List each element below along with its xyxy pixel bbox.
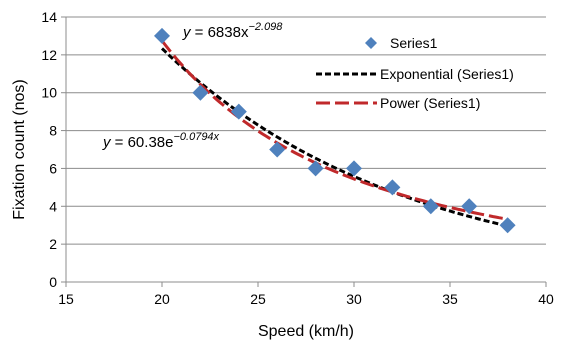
power-eq-exp: −2.098 xyxy=(248,21,283,33)
exponential-trendline xyxy=(160,47,508,228)
legend-power-label: Power (Series1) xyxy=(380,95,480,111)
data-point xyxy=(230,103,247,120)
y-tick-label-6: 6 xyxy=(49,160,57,176)
data-point xyxy=(154,27,170,44)
y-tick-label-12: 12 xyxy=(41,47,57,63)
gridlines xyxy=(66,16,546,245)
data-point xyxy=(499,217,516,234)
y-tick-label-8: 8 xyxy=(49,123,57,139)
data-point xyxy=(461,198,478,215)
data-point xyxy=(346,160,362,177)
y-tick-labels: 0 2 4 6 8 10 12 14 xyxy=(41,9,57,290)
x-tick-label-30: 30 xyxy=(346,291,362,307)
data-point xyxy=(269,141,286,158)
x-tick-labels: 15 20 25 30 35 40 xyxy=(58,291,554,307)
exp-eq-exp: −0.0794x xyxy=(173,131,219,143)
data-point xyxy=(422,198,439,215)
legend-series1-label: Series1 xyxy=(390,35,438,51)
y-tick-label-14: 14 xyxy=(41,9,57,25)
power-equation: y = 6838x−2.098 xyxy=(182,21,283,41)
y-tick-label-2: 2 xyxy=(49,236,57,252)
power-eq-lead: y xyxy=(182,24,192,41)
axes xyxy=(61,16,547,287)
x-tick-label-20: 20 xyxy=(154,291,170,307)
y-tick-label-4: 4 xyxy=(49,198,57,214)
x-tick-label-25: 25 xyxy=(250,291,266,307)
legend: Series1 Exponential (Series1) Power (Ser… xyxy=(316,35,514,111)
x-tick-label-35: 35 xyxy=(442,291,458,307)
y-tick-label-10: 10 xyxy=(41,85,57,101)
power-trendline xyxy=(160,39,508,221)
y-axis-label: Fixation count (nos) xyxy=(11,79,28,220)
legend-exponential-label: Exponential (Series1) xyxy=(380,66,514,82)
x-axis-label: Speed (km/h) xyxy=(258,323,354,340)
data-point xyxy=(307,160,324,177)
trendlines xyxy=(160,39,508,228)
x-tick-label-40: 40 xyxy=(538,291,554,307)
data-point xyxy=(384,179,401,196)
exponential-equation: y = 60.38e−0.0794x xyxy=(102,131,220,151)
legend-series1-marker xyxy=(365,37,377,49)
x-tick-label-15: 15 xyxy=(58,291,74,307)
exp-eq-lead: y xyxy=(102,134,112,151)
power-eq-mid: = 6838x xyxy=(191,24,249,41)
y-tick-label-0: 0 xyxy=(49,274,57,290)
exp-eq-mid: = 60.38e xyxy=(111,134,174,151)
data-point xyxy=(192,84,209,101)
data-points xyxy=(154,27,516,234)
